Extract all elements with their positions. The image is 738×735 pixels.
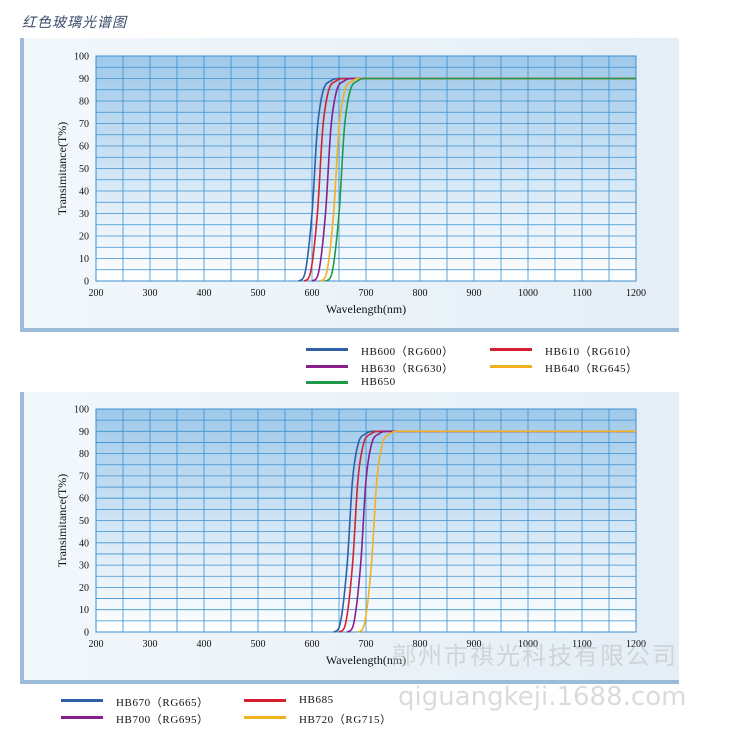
x-tick-label: 400: [197, 639, 212, 650]
x-tick-label: 200: [89, 288, 104, 299]
y-tick-label: 80: [79, 449, 89, 460]
x-axis-title: Wavelength(nm): [326, 653, 406, 667]
x-tick-label: 700: [359, 639, 374, 650]
legend-label: HB700（RG695）: [116, 714, 209, 726]
legend-label: HB720（RG715）: [299, 714, 392, 726]
y-axis-title: Transimitance(T%): [55, 122, 69, 216]
plot-border: [95, 408, 637, 633]
x-tick-label: 600: [305, 639, 320, 650]
legend-label: HB610（RG610）: [545, 346, 638, 358]
legend-swatch: [61, 699, 103, 702]
y-tick-label: 30: [79, 561, 89, 572]
y-tick-label: 100: [74, 405, 89, 416]
y-tick-label: 40: [79, 187, 89, 198]
legend-swatch: [61, 716, 103, 719]
y-tick-label: 80: [79, 97, 89, 108]
x-tick-label: 700: [359, 288, 374, 299]
legend-label: HB670（RG665）: [116, 697, 209, 709]
chart-panel-2: 200 300 400 500 600 700 800 900 1000 1100 1200 0 10 2…: [20, 392, 679, 684]
x-tick-label: 300: [143, 639, 158, 650]
y-tick-label: 30: [79, 209, 89, 220]
legend-label: HB640（RG645）: [545, 363, 638, 375]
y-tick-label: 40: [79, 538, 89, 549]
legend-swatch: [490, 348, 532, 351]
x-tick-label: 200: [89, 639, 104, 650]
y-tick-label: 50: [79, 164, 89, 175]
legend-swatch: [306, 381, 348, 384]
plot-border: [95, 55, 637, 282]
y-tick-label: 50: [79, 516, 89, 527]
y-tick-label: 10: [79, 254, 89, 265]
series-line: [325, 77, 636, 282]
x-tick-label: 400: [197, 288, 212, 299]
legend-label: HB650: [361, 376, 396, 388]
y-tick-label: 90: [79, 427, 89, 438]
legend-label: HB685: [299, 694, 334, 706]
legend-swatch: [306, 348, 348, 351]
x-tick-label: 1200: [626, 288, 646, 299]
chart-panel-1: 200 300 400 500 600 700 800 900 1000 1100 1200 0 10 2…: [20, 38, 679, 332]
chart-2-plot: 200 300 400 500 600 700 800 900 1000 1100 1200 0 10 2…: [55, 405, 646, 668]
series-line: [357, 430, 636, 633]
y-axis-title: Transimitance(T%): [55, 474, 69, 568]
x-tick-label: 500: [251, 639, 266, 650]
legend-label: HB600（RG600）: [361, 346, 454, 358]
legend-swatch: [306, 365, 348, 368]
legend-swatch: [490, 365, 532, 368]
page-title: 红色玻璃光谱图: [22, 15, 127, 31]
y-tick-label: 90: [79, 74, 89, 85]
legend-label: HB630（RG630）: [361, 363, 454, 375]
x-tick-label: 1200: [626, 639, 646, 650]
x-tick-label: 1100: [572, 288, 592, 299]
x-tick-label: 900: [467, 288, 482, 299]
legend-swatch: [244, 716, 286, 719]
x-tick-label: 500: [251, 288, 266, 299]
y-tick-label: 10: [79, 605, 89, 616]
watermark-url: qiguangkeji.1688.com: [398, 682, 687, 712]
x-tick-label: 800: [413, 288, 428, 299]
y-tick-label: 20: [79, 583, 89, 594]
y-tick-label: 70: [79, 119, 89, 130]
watermark-company: 鄗州市祺光科技有限公司: [392, 642, 678, 670]
y-tick-label: 70: [79, 471, 89, 482]
x-tick-label: 1000: [518, 288, 538, 299]
y-tick-label: 60: [79, 142, 89, 153]
x-tick-label: 800: [413, 639, 428, 650]
x-tick-label: 1100: [572, 639, 592, 650]
y-tick-label: 0: [84, 628, 89, 639]
y-tick-label: 0: [84, 277, 89, 288]
y-tick-label: 60: [79, 494, 89, 505]
y-tick-label: 20: [79, 232, 89, 243]
chart-1-plot: 200 300 400 500 600 700 800 900 1000 1100 1200 0 10 2…: [55, 52, 646, 317]
x-tick-label: 1000: [518, 639, 538, 650]
x-tick-label: 600: [305, 288, 320, 299]
x-axis-title: Wavelength(nm): [326, 302, 406, 316]
x-tick-label: 300: [143, 288, 158, 299]
x-tick-label: 900: [467, 639, 482, 650]
legend-swatch: [244, 699, 286, 702]
y-tick-label: 100: [74, 52, 89, 63]
